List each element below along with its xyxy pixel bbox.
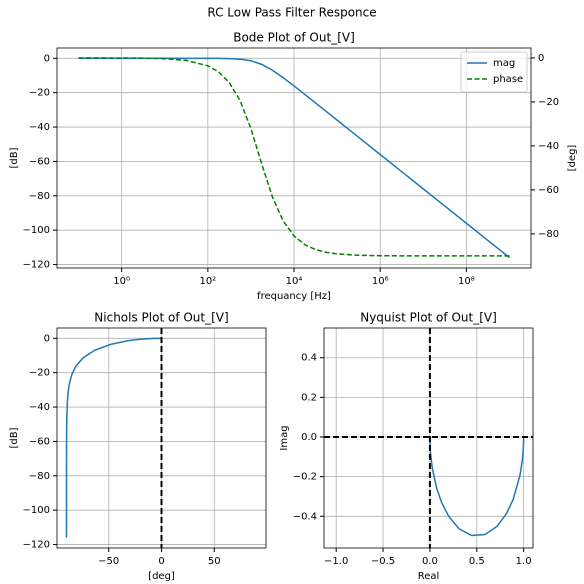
y-tick-label: −60 [29,156,50,167]
legend-label: mag [493,58,515,69]
y-axis-label: [dB] [9,427,20,448]
axes-title: Bode Plot of Out_[V] [233,31,355,45]
y-tick-label: −120 [23,260,50,271]
y-tick-label: −80 [29,191,50,202]
y-tick-label: −120 [23,540,50,551]
x-tick-label: 50 [208,556,221,567]
axes-frame [323,327,534,549]
x-axis-label: frequancy [Hz] [257,291,331,302]
x-tick-label: 1.0 [516,556,532,567]
x-axis-label: Real [418,571,440,582]
axes-frame [56,327,267,549]
x-tick-label: 0.0 [422,556,438,567]
x-tick-label: 0 [158,556,164,567]
y2-tick-label: −40 [538,141,559,152]
x-tick-label: 10⁰ [113,276,130,287]
y-tick-label: −0.2 [293,472,317,483]
y2-axis-label: [deg] [567,145,578,172]
axes-title: Nyquist Plot of Out_[V] [360,311,497,325]
y-tick-label: 0.4 [301,353,317,364]
x-tick-label: 10⁴ [286,276,303,287]
y2-tick-label: 0 [538,53,544,64]
y2-tick-label: −80 [538,229,559,240]
y2-tick-label: −20 [538,97,559,108]
x-tick-label: 10⁸ [458,276,475,287]
y-tick-label: −20 [29,88,50,99]
y-tick-label: 0.0 [301,432,317,443]
y2-tick-label: −60 [538,185,559,196]
x-tick-label: −50 [98,556,119,567]
y-tick-label: −40 [29,402,50,413]
series-line [78,57,510,257]
y-tick-label: 0.2 [301,392,317,403]
y-tick-label: −100 [23,505,50,516]
y-tick-label: −0.4 [293,511,317,522]
y-tick-label: −60 [29,436,50,447]
y-tick-label: −100 [23,225,50,236]
axes-frame [56,47,532,269]
legend-box [460,51,528,93]
x-tick-label: −0.5 [371,556,395,567]
x-tick-label: −1.0 [324,556,348,567]
y-tick-label: −20 [29,368,50,379]
x-tick-label: 10² [199,276,216,287]
x-tick-label: 10⁶ [372,276,389,287]
x-tick-label: 0.5 [469,556,485,567]
series-line [429,437,525,537]
y-axis-label: Imag [279,425,290,450]
y-tick-label: −40 [29,122,50,133]
series-line [78,57,510,259]
axes-title: Nichols Plot of Out_[V] [94,311,228,325]
y-tick-label: −80 [29,471,50,482]
y-tick-label: 0 [44,53,50,64]
y-axis-label: [dB] [9,147,20,168]
x-axis-label: [deg] [148,571,175,582]
figure-title: RC Low Pass Filter Responce [207,6,376,20]
y-tick-label: 0 [44,333,50,344]
legend-label: phase [493,74,523,85]
